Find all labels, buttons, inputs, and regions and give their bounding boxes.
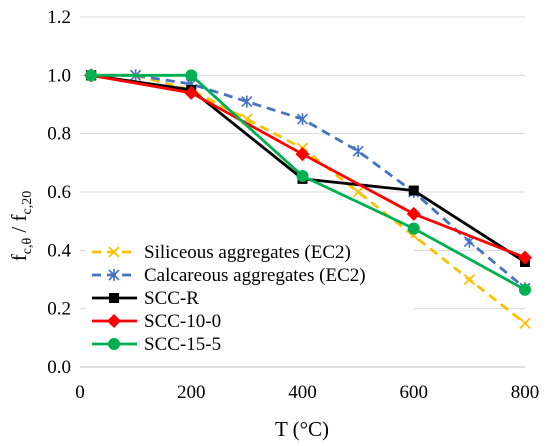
legend-marker xyxy=(107,314,121,328)
data-point xyxy=(295,147,310,162)
legend-label: SCC-15-5 xyxy=(144,334,221,355)
legend-label: SCC-10-0 xyxy=(144,311,221,332)
data-point xyxy=(184,85,199,100)
legend-label: Calcareous aggregates (EC2) xyxy=(144,265,366,286)
y-tick-label: 0.0 xyxy=(47,357,71,378)
legend-marker xyxy=(108,246,120,258)
y-axis-title-main: f xyxy=(7,254,31,261)
x-tick-label: 0 xyxy=(75,382,85,403)
data-point xyxy=(185,69,198,82)
legend-label: Siliceous aggregates (EC2) xyxy=(144,242,351,263)
x-tick-label: 600 xyxy=(400,382,429,403)
data-point xyxy=(519,317,531,329)
x-tick-label: 200 xyxy=(177,382,206,403)
series-layer xyxy=(84,68,532,329)
series-4 xyxy=(85,69,531,296)
y-axis-title-sub1: c,θ xyxy=(20,238,35,255)
data-point xyxy=(406,206,421,221)
series-3 xyxy=(84,68,532,265)
legend-marker xyxy=(108,269,120,281)
data-point xyxy=(407,222,420,235)
x-tick-label: 400 xyxy=(288,382,317,403)
x-tick-label: 800 xyxy=(511,382,540,403)
data-point xyxy=(296,113,309,126)
series-2 xyxy=(86,70,530,267)
legend-marker xyxy=(108,338,120,350)
data-point xyxy=(85,69,98,82)
legend: Siliceous aggregates (EC2)Calcareous agg… xyxy=(86,238,414,358)
legend-item: Siliceous aggregates (EC2) xyxy=(92,242,351,263)
y-tick-label: 1.2 xyxy=(47,7,71,28)
tick-labels: 0.0 0.2 0.4 0.6 0.8 1.0 1.2 0 200 400 600 800 xyxy=(47,7,539,403)
legend-marker xyxy=(109,293,119,303)
x-axis-title: T (°C) xyxy=(275,417,329,441)
data-point xyxy=(463,273,476,286)
y-tick-label: 0.4 xyxy=(47,240,71,261)
y-tick-label: 1.0 xyxy=(47,65,71,86)
legend-label: SCC-R xyxy=(144,288,199,309)
data-point xyxy=(296,169,309,182)
legend-item: SCC-15-5 xyxy=(92,334,221,355)
y-axis-title: fc,θ / fc,20 xyxy=(7,191,35,261)
y-axis-title-sub2: c,20 xyxy=(20,191,35,215)
legend-item: Calcareous aggregates (EC2) xyxy=(92,265,366,286)
legend-item: SCC-10-0 xyxy=(92,311,221,332)
series-line xyxy=(90,73,526,259)
data-point xyxy=(518,250,532,265)
y-axis-title-sep: / f xyxy=(7,214,31,237)
y-tick-label: 0.6 xyxy=(47,182,71,203)
y-tick-label: 0.2 xyxy=(47,299,71,320)
legend-item: SCC-R xyxy=(92,288,199,309)
y-tick-label: 0.8 xyxy=(47,124,71,145)
data-point xyxy=(408,185,419,196)
legend-box xyxy=(86,238,414,358)
data-point xyxy=(519,283,531,296)
data-point xyxy=(352,145,364,158)
data-point xyxy=(241,95,253,108)
data-point xyxy=(352,186,364,198)
